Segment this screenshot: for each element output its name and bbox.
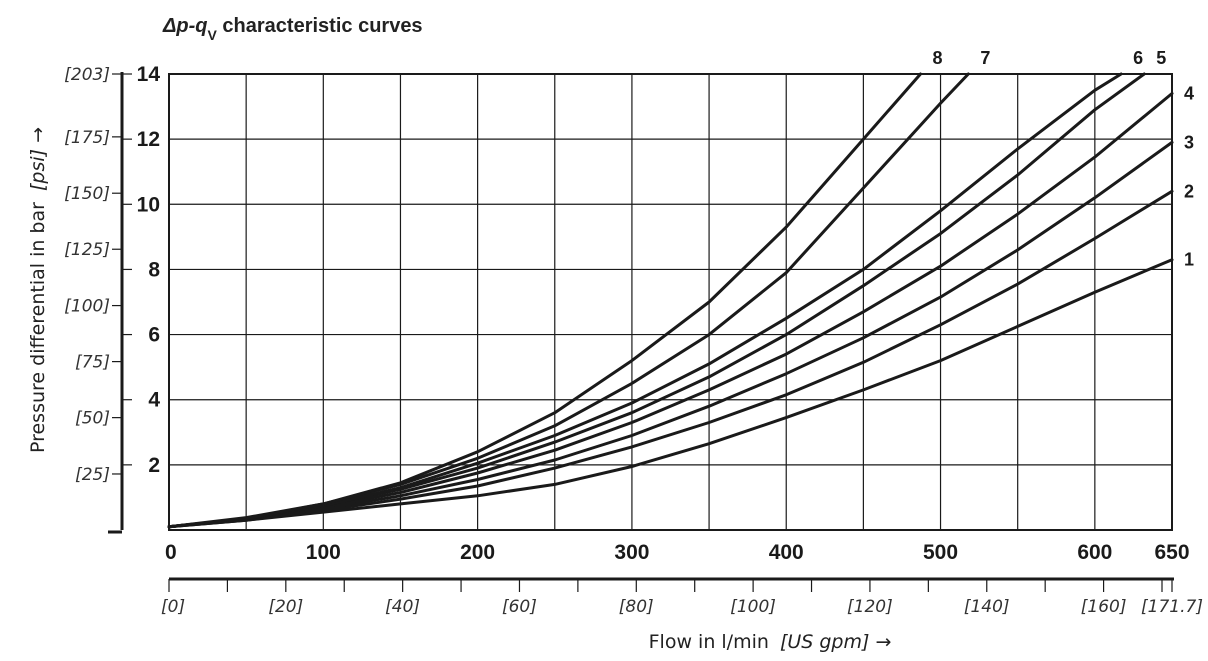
y-tick-label: 2 (148, 454, 160, 477)
x-tick-label: 650 (1154, 541, 1189, 564)
x-tick-label-secondary: [160] (1081, 597, 1127, 617)
y-tick-label: 4 (148, 389, 160, 412)
series-line-4 (167, 92, 1174, 529)
series-label-5: 5 (1156, 48, 1166, 68)
x-tick-label: 600 (1077, 541, 1112, 564)
tick-labels: 123456782468101214[25][50][75][100][125]… (64, 48, 1203, 617)
series-line-2 (167, 189, 1174, 529)
title-subscript: V (208, 27, 218, 43)
y-tick-label-secondary: [50] (75, 409, 110, 429)
y-tick-label-secondary: [75] (75, 353, 110, 373)
y-tick-label: 6 (148, 324, 160, 347)
series-label-2: 2 (1184, 181, 1194, 201)
curves (167, 72, 1174, 529)
series-label-4: 4 (1184, 84, 1194, 104)
y-tick-label-secondary: [125] (64, 240, 110, 260)
y-axis-label-secondary: [psi] → (27, 127, 49, 191)
series-line-3 (167, 140, 1174, 529)
x-tick-label-secondary: [60] (502, 597, 537, 617)
y-axis-label: Pressure differential in bar [psi] → (27, 127, 49, 453)
y-tick-label-secondary: [25] (75, 465, 110, 485)
x-tick-label: 400 (769, 541, 804, 564)
x-tick-label-secondary: [40] (385, 597, 420, 617)
y-tick-label: 12 (137, 128, 160, 151)
y-tick-label-secondary: [100] (64, 297, 110, 317)
x-axis-label-main: Flow in l/min (649, 631, 769, 653)
series-label-1: 1 (1184, 250, 1194, 270)
x-tick-label: 100 (306, 541, 341, 564)
x-tick-label-secondary: [80] (619, 597, 654, 617)
series-label-7: 7 (980, 48, 990, 68)
axes (108, 72, 1174, 592)
series-label-6: 6 (1133, 48, 1143, 68)
y-tick-label-secondary: [150] (64, 184, 110, 204)
y-tick-label-secondary: [203] (64, 65, 110, 85)
title-part: characteristic curves (217, 15, 423, 37)
y-axis-label-main: Pressure differential in bar (27, 202, 49, 453)
chart-title-text: Δp-qV characteristic curves (162, 15, 423, 43)
x-tick-label-secondary: [140] (964, 597, 1010, 617)
y-tick-label: 10 (137, 193, 160, 216)
y-tick-label: 8 (148, 258, 160, 281)
series-label-8: 8 (932, 48, 942, 68)
series-line-7 (167, 72, 970, 529)
plot-frame (168, 73, 1173, 531)
series-label-3: 3 (1184, 132, 1194, 152)
x-tick-label-secondary: [120] (847, 597, 893, 617)
title-part: Δp-q (162, 15, 208, 37)
x-tick-label-secondary: [20] (268, 597, 303, 617)
chart-title: Δp-qV characteristic curves (162, 15, 423, 43)
grid (168, 73, 1173, 531)
x-tick-label-secondary: [0] (161, 597, 185, 617)
x-axis-label: Flow in l/min [US gpm] → (649, 631, 892, 653)
x-tick-label-secondary: [171.7] (1141, 597, 1203, 617)
x-tick-label: 500 (923, 541, 958, 564)
series-line-6 (167, 72, 1123, 529)
y-tick-label-secondary: [175] (64, 128, 110, 148)
x-tick-label: 200 (460, 541, 495, 564)
x-tick-label-secondary: [100] (730, 597, 776, 617)
series-line-8 (167, 72, 922, 529)
x-tick-label: 300 (614, 541, 649, 564)
y-tick-label: 14 (137, 63, 161, 86)
x-tick-label: 0 (165, 541, 177, 564)
x-axis-label-secondary: [US gpm] → (780, 631, 891, 653)
series-line-1 (167, 258, 1174, 529)
